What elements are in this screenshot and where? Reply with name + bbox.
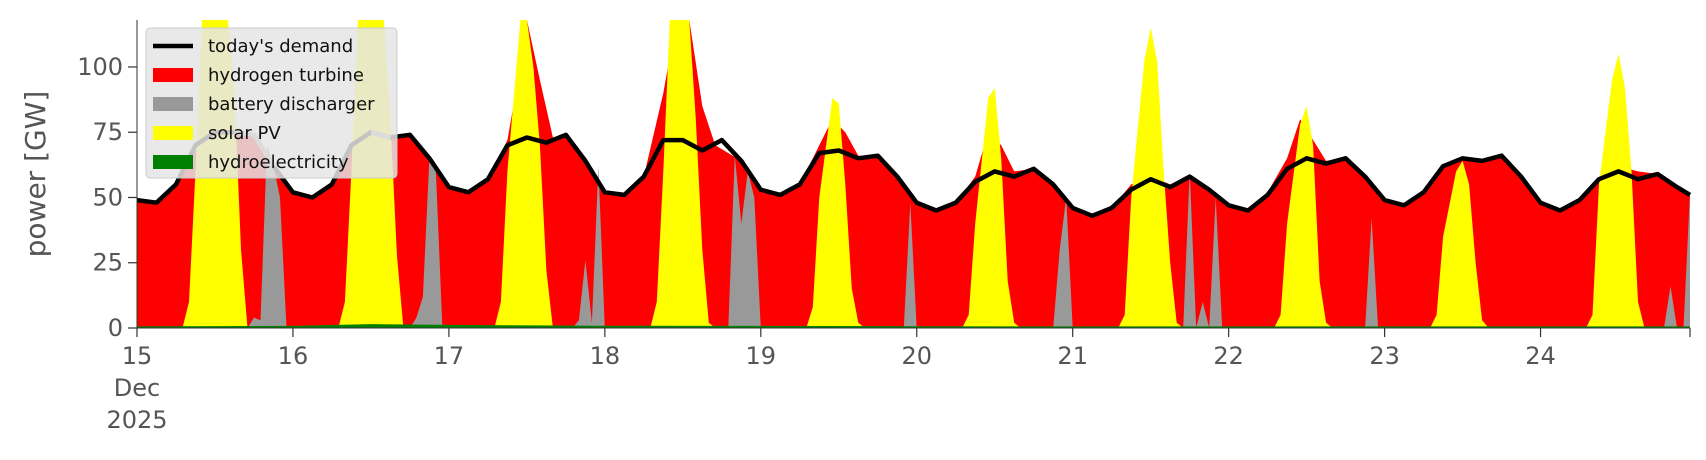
- stacked-areas: [137, 20, 1690, 328]
- legend-label-hydroelectricity: hydroelectricity: [208, 152, 349, 173]
- x-tick-label: Dec: [114, 374, 160, 402]
- legend-swatch-hydroelectricity: [153, 155, 193, 169]
- x-tick-label: 20: [901, 342, 932, 370]
- y-tick-label: 0: [108, 314, 123, 342]
- legend-swatch-hydrogen-turbine: [153, 68, 193, 82]
- legend: today's demand hydrogen turbine battery di…: [145, 27, 398, 179]
- x-tick-label: 17: [434, 342, 465, 370]
- x-tick-label: 24: [1525, 342, 1556, 370]
- y-tick-label: 75: [92, 118, 123, 146]
- legend-label-solar-pv: solar PV: [208, 123, 281, 144]
- axes: [136, 20, 1690, 329]
- x-ticks: 15 Dec 2025 16 17 18 19 20 21 22 23 24: [106, 328, 1691, 434]
- x-tick-label: 2025: [106, 406, 167, 434]
- y-tick-label: 50: [92, 183, 123, 211]
- legend-label-today-s-demand: today's demand: [208, 36, 353, 57]
- x-tick-label: 19: [746, 342, 777, 370]
- legend-swatch-battery-discharger: [153, 97, 193, 111]
- x-tick-label: 15: [122, 342, 153, 370]
- y-tick-label: 100: [77, 53, 123, 81]
- legend-label-battery-discharger: battery discharger: [208, 94, 375, 115]
- y-ticks: 0 25 50 75 100: [77, 53, 137, 342]
- x-tick-label: 22: [1213, 342, 1244, 370]
- hydroelectricity-area: [137, 324, 1690, 328]
- x-tick-label: 21: [1057, 342, 1088, 370]
- y-tick-label: 25: [92, 249, 123, 277]
- legend-label-hydrogen-turbine: hydrogen turbine: [208, 65, 364, 86]
- legend-swatch-solar-pv: [153, 126, 193, 140]
- legend-box: [145, 27, 398, 179]
- x-tick-label: 18: [590, 342, 621, 370]
- y-axis-label: power [GW]: [19, 91, 52, 258]
- x-tick-label: 23: [1369, 342, 1400, 370]
- x-tick-label: 16: [278, 342, 309, 370]
